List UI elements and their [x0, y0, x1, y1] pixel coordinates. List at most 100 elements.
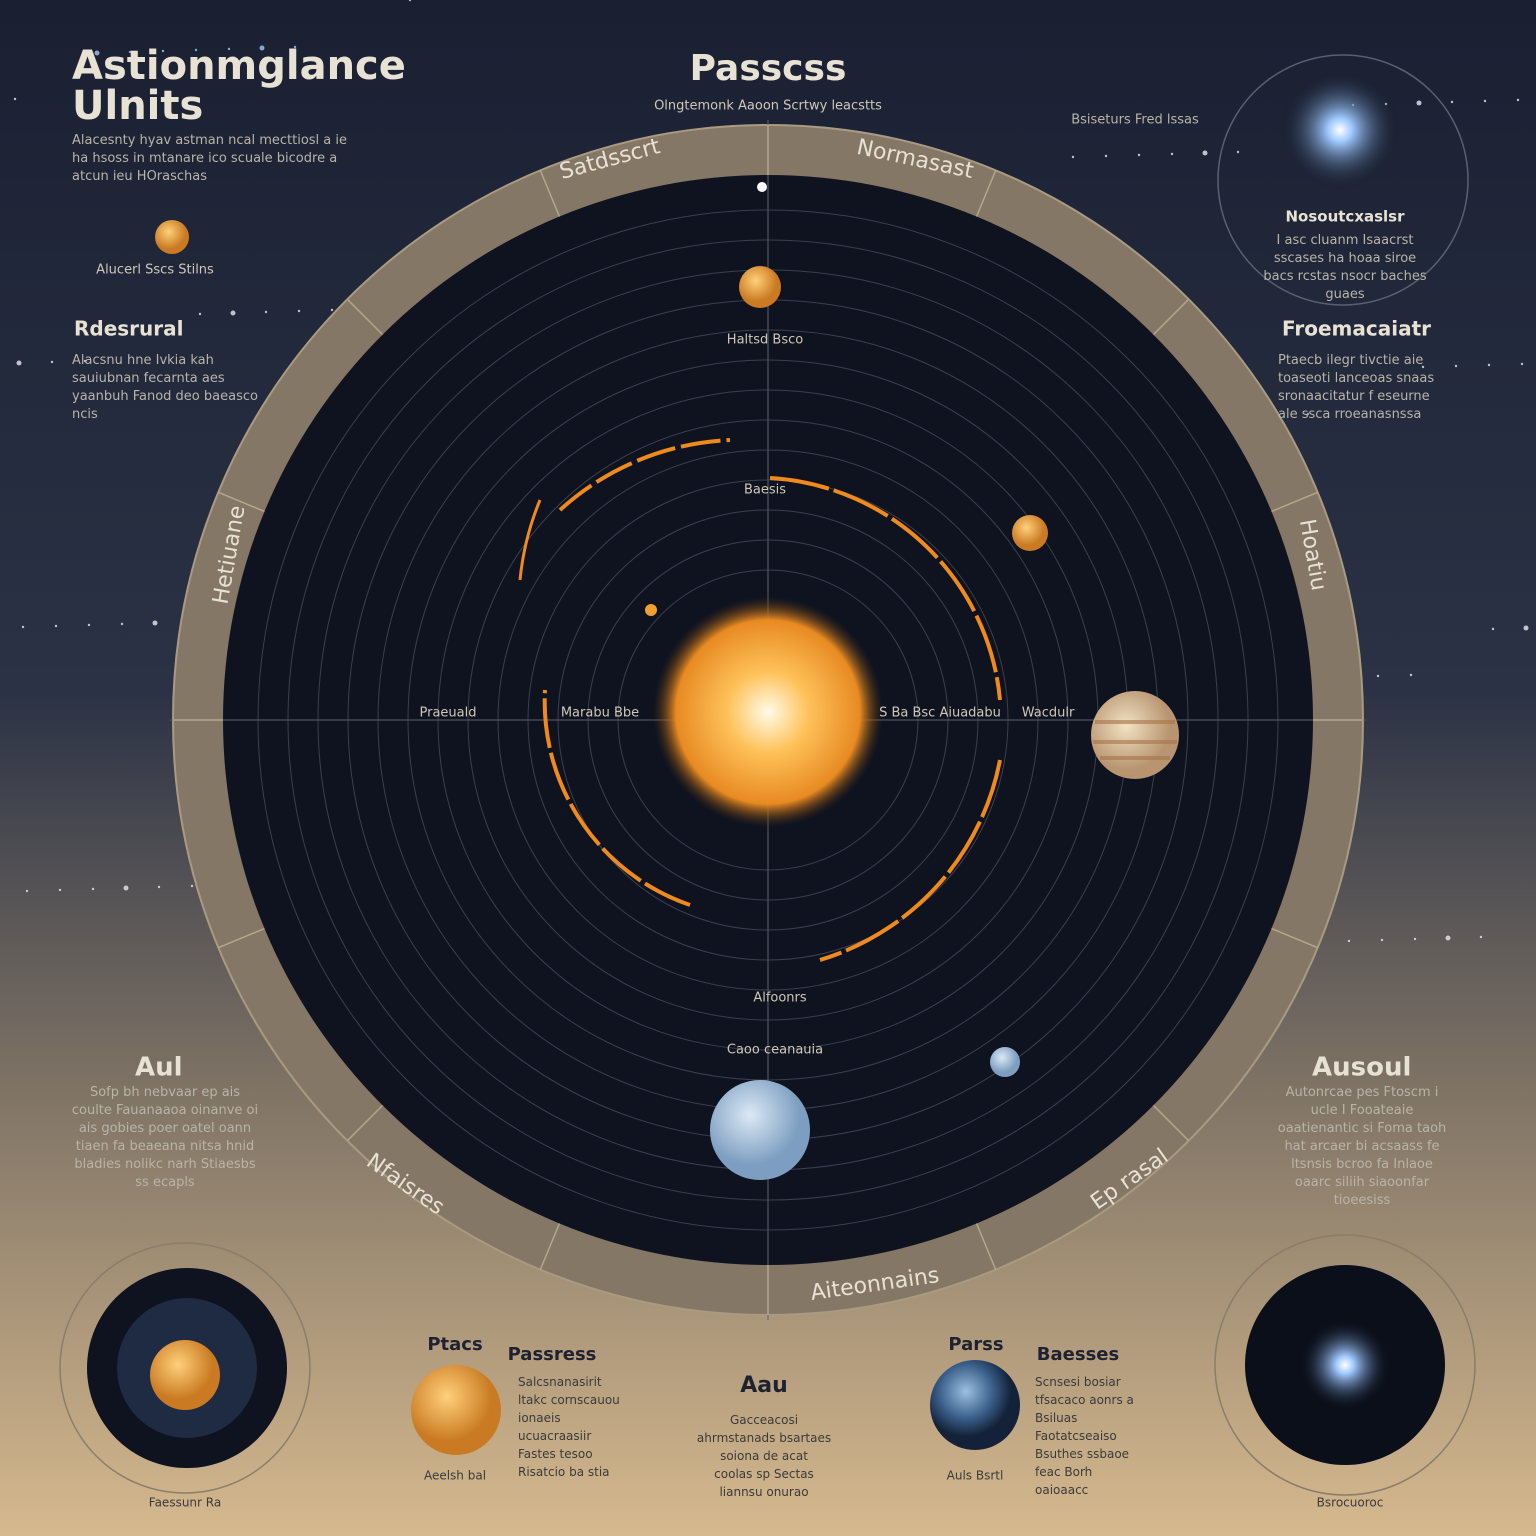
- orbit-label: Alfoonrs: [753, 991, 807, 1006]
- star-dot: [128, 50, 132, 54]
- star-dot: [161, 49, 165, 53]
- heading: Froemacaiatr: [1282, 317, 1431, 341]
- ring-divider: [218, 491, 265, 513]
- star-dot: [198, 312, 202, 316]
- title: Astionmglance: [72, 43, 406, 89]
- planet-orange: [739, 266, 781, 308]
- ring-divider: [1271, 927, 1318, 949]
- planet-blue: [710, 1080, 810, 1180]
- left-dial-ring: [59, 1242, 311, 1494]
- star-dot: [1516, 98, 1520, 102]
- ring-dividers: [173, 125, 1363, 1315]
- star-dot: [94, 50, 100, 56]
- star-dot: [1483, 99, 1487, 103]
- orbit-label: Baesis: [744, 483, 786, 498]
- planet-jupiter: [1091, 691, 1179, 779]
- moon: [757, 182, 767, 192]
- star-dot: [297, 309, 301, 313]
- bottom-heading: Aau: [740, 1373, 788, 1398]
- bottom-earth: [930, 1360, 1020, 1450]
- star-dot: [1104, 154, 1108, 158]
- orbit-arc: [558, 438, 731, 512]
- ring-divider: [1271, 491, 1318, 513]
- caption: Alucerl Sscs Stilns: [96, 263, 214, 278]
- star-dot: [1520, 362, 1524, 366]
- star-dot: [87, 623, 91, 627]
- star-panel-ring: [1217, 54, 1469, 306]
- star-dot: [1137, 153, 1141, 157]
- bottom-heading: Parss: [948, 1334, 1003, 1355]
- star-dot: [13, 97, 17, 101]
- jupiter-bands: [1093, 720, 1177, 760]
- star-dot: [1202, 150, 1208, 156]
- planet-orange: [1012, 515, 1048, 551]
- heading: Rdesrural: [74, 317, 184, 341]
- moon: [645, 604, 657, 616]
- planet-orange: [155, 220, 189, 254]
- heading: Ausoul: [1312, 1053, 1411, 1083]
- paragraph: I asc cluanm Isaacrst sscases ha hoaa sir…: [1263, 233, 1426, 302]
- star-dot: [227, 47, 231, 51]
- heading: Aul: [135, 1053, 183, 1083]
- paragraph: Alacesnty hyav astman ncal mecttiosl a i…: [72, 133, 347, 184]
- ring-divider: [346, 298, 384, 336]
- ring-divider: [975, 170, 997, 217]
- star-dot: [91, 887, 95, 891]
- star-dot: [1236, 150, 1240, 154]
- bottom-caption: Aeelsh bal: [424, 1469, 486, 1483]
- right-dial-star: [1300, 1320, 1390, 1410]
- ring-divider: [218, 927, 265, 949]
- paragraph: Ptaecb ilegr tivctie aie toaseoti lanceoa…: [1278, 353, 1434, 422]
- ring-divider: [1152, 298, 1190, 336]
- star-dot: [120, 622, 124, 626]
- star-dot: [1306, 412, 1310, 416]
- center-title: Passcss: [690, 48, 847, 89]
- ring-divider: [975, 1223, 997, 1270]
- bottom-planet: [411, 1365, 501, 1455]
- star-dot: [157, 885, 161, 889]
- paragraph: Salcsnanasirit ltakc cornscauou ionaeis ucu…: [518, 1375, 620, 1479]
- orbit-arc: [769, 476, 1002, 701]
- ring-divider: [539, 170, 561, 217]
- star-dot: [190, 884, 194, 888]
- paragraph: Sofp bh nebvaar ep ais coulte Fauanaaoa o…: [72, 1085, 258, 1190]
- star-dot: [152, 620, 158, 626]
- star-dot: [16, 360, 22, 366]
- bottom-caption: Bsrocuoroc: [1317, 1496, 1384, 1510]
- center-subtitle: Olngtemonk Aaoon Scrtwy leacstts: [654, 99, 882, 114]
- planet-small-blue: [990, 1047, 1020, 1077]
- orbit-label: Wacdulr: [1022, 706, 1075, 721]
- star-dot: [1445, 935, 1451, 941]
- orbit-label: Haltsd Bsco: [727, 333, 803, 348]
- heading: Nosoutcxaslsr: [1285, 208, 1405, 226]
- star-dot: [1487, 363, 1491, 367]
- star-dot: [123, 885, 129, 891]
- star-dot: [1416, 100, 1422, 106]
- star-dot: [1347, 939, 1351, 943]
- ring-divider: [346, 1104, 384, 1142]
- star-dot: [1409, 673, 1413, 677]
- bottom-heading: Ptacs: [427, 1334, 482, 1355]
- bottom-caption: Faessunr Ra: [149, 1496, 221, 1510]
- sun: [653, 597, 883, 827]
- orbit-label: S Ba Bsc Aiuadabu: [879, 706, 1001, 721]
- note: Bsiseturs Fred lssas: [1071, 113, 1199, 128]
- star-dot: [1491, 627, 1495, 631]
- star-dot: [50, 360, 54, 364]
- title: Ulnits: [72, 83, 203, 129]
- ring-divider: [1152, 1104, 1190, 1142]
- orbit-arc: [518, 499, 542, 581]
- paragraph: Gacceacosi ahrmstanads bsartaes soiona de …: [697, 1413, 831, 1499]
- bottom-caption: Auls Bsrtl: [947, 1469, 1004, 1483]
- star-dot: [58, 888, 62, 892]
- right-dial-ring: [1214, 1234, 1476, 1496]
- star-dot: [230, 310, 236, 316]
- star-dot: [259, 45, 265, 51]
- star-dot: [1450, 100, 1454, 104]
- orbit-label: Marabu Bbe: [561, 706, 639, 721]
- bottom-heading: Passress: [508, 1344, 597, 1365]
- ring-divider: [539, 1223, 561, 1270]
- star-dot: [264, 310, 268, 314]
- orbit-label: Praeuald: [420, 706, 477, 721]
